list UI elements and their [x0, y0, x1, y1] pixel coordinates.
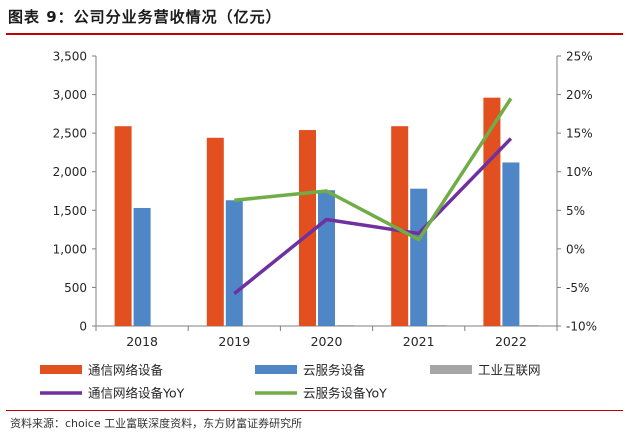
right-tick-label: 10% — [566, 165, 593, 179]
line-network-yoy — [233, 137, 513, 295]
bar-cloud — [318, 190, 335, 326]
bar-industrial — [429, 325, 447, 326]
x-tick-label: 2018 — [126, 334, 158, 349]
bar-network — [206, 137, 224, 326]
bar-network — [391, 126, 409, 326]
right-tick-label: 20% — [566, 88, 593, 102]
legend-label: 工业互联网 — [478, 363, 541, 378]
title-rule — [6, 33, 623, 35]
legend-swatch — [40, 365, 82, 374]
legend-label: 通信网络设备 — [88, 363, 164, 378]
right-tick-label: 15% — [566, 127, 593, 141]
left-tick-label: 2,000 — [53, 165, 87, 179]
x-tick-label: 2020 — [311, 334, 343, 349]
legend-label: 通信网络设备YoY — [88, 386, 185, 401]
left-tick-label: 1,000 — [53, 242, 87, 256]
source-rule — [6, 410, 623, 411]
bar-network — [114, 126, 132, 326]
line-cloud-yoy — [234, 97, 513, 242]
bar-cloud — [133, 207, 151, 326]
bar-cloud — [410, 188, 428, 326]
right-tick-label: 5% — [566, 204, 585, 218]
bar-network — [483, 97, 501, 327]
right-tick-label: 25% — [566, 50, 593, 64]
bar-industrial — [521, 324, 539, 326]
legend-swatch — [430, 365, 472, 374]
left-tick-label: 3,500 — [53, 50, 87, 64]
legend-label: 云服务设备 — [303, 363, 366, 378]
left-tick-label: 3,000 — [53, 88, 87, 102]
legend-label: 云服务设备YoY — [303, 386, 387, 401]
bar-network — [299, 130, 316, 326]
legend-swatch — [255, 365, 297, 374]
bar-cloud — [502, 162, 520, 326]
source-note: 资料来源：choice 工业富联深度资料，东方财富证券研究所 — [10, 417, 303, 430]
bar-cloud — [225, 200, 243, 326]
chart-title: 图表 9：公司分业务营收情况（亿元） — [8, 8, 282, 26]
right-tick-label: 0% — [566, 242, 585, 256]
left-tick-label: 500 — [64, 281, 87, 295]
right-tick-label: -5% — [566, 281, 589, 295]
left-tick-label: 2,500 — [53, 127, 87, 141]
left-tick-label: 1,500 — [53, 204, 87, 218]
left-tick-label: 0 — [79, 320, 87, 334]
bar-industrial — [337, 325, 354, 326]
right-tick-label: -10% — [566, 320, 597, 334]
x-tick-label: 2019 — [218, 334, 250, 349]
x-tick-label: 2021 — [403, 334, 435, 349]
x-tick-label: 2022 — [495, 334, 527, 349]
